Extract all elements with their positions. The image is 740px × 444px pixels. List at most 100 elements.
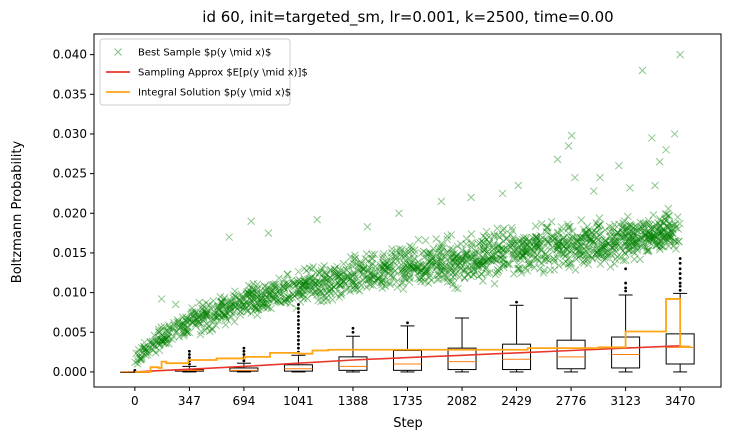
scatter-point bbox=[249, 295, 258, 303]
scatter-point bbox=[173, 316, 182, 324]
scatter-point bbox=[644, 220, 653, 228]
scatter-point bbox=[190, 316, 198, 325]
scatter-point bbox=[603, 252, 612, 260]
scatter-point bbox=[362, 283, 371, 292]
scatter-point bbox=[164, 333, 173, 341]
scatter-point bbox=[567, 247, 576, 255]
flier bbox=[187, 353, 191, 356]
y-tick-label: 0.000 bbox=[53, 365, 87, 379]
scatter-point bbox=[225, 301, 234, 310]
scatter-point bbox=[180, 330, 188, 338]
scatter-point bbox=[257, 291, 266, 300]
scatter-point bbox=[592, 249, 601, 257]
scatter-point bbox=[410, 266, 419, 274]
scatter-point bbox=[626, 220, 634, 229]
scatter-point bbox=[507, 223, 516, 232]
scatter-point bbox=[402, 264, 410, 272]
scatter-point bbox=[475, 260, 484, 269]
scatter-point bbox=[513, 245, 522, 254]
scatter-point bbox=[342, 271, 351, 280]
scatter-point bbox=[419, 247, 428, 256]
scatter-point bbox=[480, 246, 489, 255]
scatter-point bbox=[432, 258, 441, 266]
scatter-point bbox=[202, 310, 211, 319]
scatter-point bbox=[163, 334, 171, 343]
scatter-point bbox=[593, 223, 602, 232]
scatter-point bbox=[623, 223, 632, 232]
scatter-point bbox=[581, 230, 590, 239]
scatter-point bbox=[288, 279, 297, 287]
scatter-point bbox=[522, 243, 530, 251]
scatter-point bbox=[575, 246, 583, 254]
scatter-point bbox=[589, 244, 598, 253]
scatter-point bbox=[194, 310, 202, 319]
scatter-point bbox=[223, 309, 232, 318]
scatter-point bbox=[422, 249, 431, 258]
scatter-point bbox=[537, 246, 546, 255]
scatter-point bbox=[523, 247, 532, 256]
scatter-point bbox=[469, 262, 478, 271]
scatter-point bbox=[385, 263, 394, 272]
scatter-point bbox=[555, 238, 564, 246]
scatter-point bbox=[618, 224, 626, 232]
scatter-point bbox=[350, 271, 359, 279]
legend-label: Sampling Approx $E[p(y \mid x)]$ bbox=[138, 68, 308, 79]
scatter-point bbox=[559, 234, 568, 242]
scatter-point bbox=[638, 228, 647, 237]
scatter-point bbox=[353, 285, 362, 293]
scatter-point bbox=[378, 278, 386, 287]
scatter-point bbox=[203, 323, 211, 332]
scatter-point bbox=[510, 247, 519, 256]
scatter-point bbox=[348, 271, 357, 279]
scatter-point bbox=[264, 229, 273, 237]
scatter-point bbox=[461, 251, 469, 260]
scatter-point bbox=[488, 243, 497, 252]
scatter-point bbox=[582, 228, 590, 237]
scatter-point bbox=[286, 299, 294, 308]
scatter-point bbox=[472, 260, 481, 269]
scatter-point bbox=[537, 252, 546, 261]
scatter-point bbox=[370, 250, 379, 259]
scatter-point bbox=[368, 254, 377, 263]
scatter-point bbox=[543, 255, 551, 264]
scatter-point bbox=[296, 277, 305, 285]
scatter-point bbox=[362, 249, 371, 258]
scatter-point bbox=[382, 278, 391, 286]
scatter-point bbox=[403, 262, 412, 271]
scatter-point bbox=[510, 239, 519, 248]
scatter-point bbox=[436, 257, 445, 266]
scatter-point bbox=[467, 243, 476, 252]
scatter-point bbox=[463, 250, 471, 258]
scatter-point bbox=[621, 232, 630, 241]
scatter-point bbox=[410, 264, 419, 273]
scatter-point bbox=[509, 234, 518, 242]
flier bbox=[678, 261, 682, 265]
scatter-point bbox=[580, 249, 588, 258]
scatter-point bbox=[577, 241, 586, 250]
scatter-point bbox=[373, 274, 382, 283]
scatter-point bbox=[559, 259, 568, 268]
scatter-point bbox=[368, 250, 376, 259]
scatter-point bbox=[612, 230, 621, 238]
scatter-point bbox=[476, 257, 484, 266]
scatter-point bbox=[142, 347, 151, 356]
scatter-point bbox=[277, 290, 285, 299]
scatter-point bbox=[322, 289, 331, 297]
scatter-point bbox=[656, 222, 664, 231]
scatter-point bbox=[652, 241, 661, 250]
scatter-point bbox=[160, 335, 169, 344]
scatter-point bbox=[525, 237, 534, 245]
scatter-point bbox=[568, 233, 577, 242]
scatter-point bbox=[322, 269, 331, 278]
scatter-point bbox=[613, 228, 622, 237]
scatter-point bbox=[548, 243, 556, 251]
scatter-point bbox=[252, 304, 260, 313]
scatter-point bbox=[561, 237, 570, 245]
x-tick-label: 347 bbox=[178, 394, 201, 408]
scatter-point bbox=[225, 305, 234, 313]
scatter-point bbox=[666, 232, 675, 241]
scatter-point bbox=[364, 275, 373, 283]
scatter-point bbox=[493, 245, 501, 253]
scatter-point bbox=[247, 217, 255, 226]
